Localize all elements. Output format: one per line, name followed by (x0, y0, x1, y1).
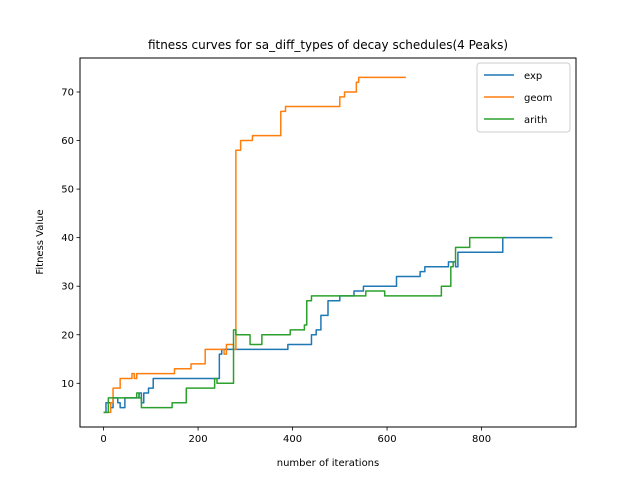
legend-label-geom: geom (524, 93, 552, 104)
y-axis-label: Fitness Value (35, 209, 46, 274)
y-tick-label: 40 (61, 233, 74, 244)
legend-label-arith: arith (524, 115, 547, 126)
legend-label-exp: exp (524, 71, 542, 82)
axes-frame (79, 57, 577, 428)
y-ticks: 10 20 30 40 50 60 70 (61, 87, 80, 390)
series-line-exp (103, 236, 553, 414)
y-tick-label: 70 (61, 87, 74, 98)
plot-lines (103, 76, 553, 414)
x-tick-label: 800 (472, 434, 491, 445)
y-tick-label: 20 (61, 330, 74, 341)
x-tick-label: 400 (283, 434, 302, 445)
chart-title: fitness curves for sa_diff_types of deca… (148, 38, 508, 52)
x-tick-label: 600 (378, 434, 397, 445)
legend: exp geom arith (476, 62, 571, 133)
y-tick-label: 10 (61, 379, 74, 390)
legend-items: exp geom arith (484, 71, 552, 126)
y-tick-label: 60 (61, 136, 74, 147)
x-ticks: 0 200 400 600 800 (100, 427, 491, 445)
y-tick-label: 50 (61, 185, 74, 196)
x-axis-label: number of iterations (277, 458, 379, 469)
legend-box (476, 62, 571, 133)
x-tick-label: 200 (189, 434, 208, 445)
x-tick-label: 0 (100, 434, 106, 445)
y-tick-label: 30 (61, 282, 74, 293)
series-line-geom (103, 76, 406, 414)
series-line-arith (103, 236, 506, 414)
